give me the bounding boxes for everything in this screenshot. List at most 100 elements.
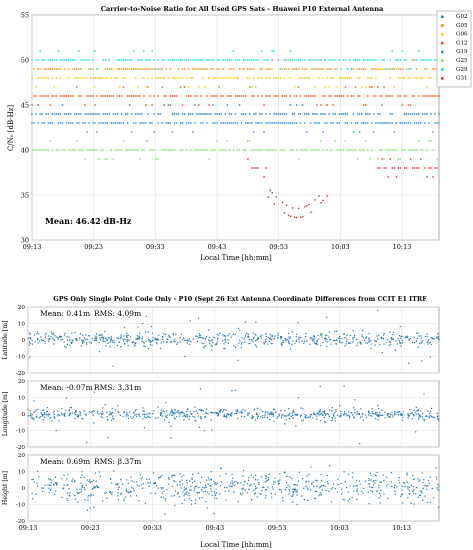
- coord-point: [205, 412, 208, 414]
- cn0-point: [122, 86, 125, 88]
- cn0-point: [59, 77, 62, 79]
- coord-point: [369, 472, 371, 474]
- coord-point: [433, 497, 435, 499]
- cn0-point: [218, 68, 220, 70]
- coord-point: [370, 343, 372, 345]
- coord-point: [219, 332, 221, 335]
- cn0-point: [167, 122, 170, 124]
- coord-point: [29, 342, 31, 345]
- coord-point: [266, 479, 269, 482]
- cn0-point: [173, 59, 176, 61]
- coord-point: [336, 330, 338, 332]
- coord-point: [188, 418, 190, 421]
- coord-point: [359, 342, 362, 344]
- coord-point: [262, 414, 264, 417]
- coord-point: [165, 410, 167, 412]
- cn0-point: [340, 95, 343, 97]
- cn0-point: [422, 113, 424, 115]
- coord-point: [407, 413, 409, 415]
- coord-point: [378, 492, 381, 495]
- cn0-point: [381, 149, 383, 151]
- cn0-point: [271, 50, 273, 52]
- cn0-point: [420, 158, 422, 160]
- coord-point: [361, 415, 363, 417]
- coord-point: [216, 483, 219, 485]
- cn0-point: [285, 68, 288, 70]
- coord-point: [438, 420, 440, 422]
- cn0-point: [216, 113, 218, 115]
- cn0-point: [369, 77, 371, 79]
- coord-point: [138, 485, 140, 487]
- cn0-point: [428, 77, 430, 79]
- coord-point: [208, 339, 210, 341]
- coord-point: [292, 340, 294, 342]
- coord-point: [267, 343, 269, 345]
- coord-point: [237, 410, 239, 412]
- cn0-point: [108, 68, 111, 70]
- coord-rms-label: RMS: 3.31m: [94, 383, 141, 392]
- cn0-point: [342, 77, 345, 79]
- coord-point: [269, 412, 271, 414]
- cn0-point: [76, 68, 78, 70]
- coord-point: [305, 414, 307, 417]
- coord-point: [375, 340, 377, 343]
- cn0-point: [145, 59, 147, 61]
- cn0-point: [196, 95, 198, 97]
- coord-point: [77, 415, 79, 418]
- cn0-point: [293, 86, 296, 88]
- coord-point: [204, 491, 207, 493]
- cn0-y-tick-label: 40: [21, 147, 29, 155]
- coord-point: [292, 410, 294, 412]
- cn0-point: [436, 167, 438, 169]
- coord-point: [310, 414, 313, 416]
- coord-point: [380, 489, 382, 491]
- cn0-point: [308, 203, 310, 206]
- coord-point: [397, 411, 400, 413]
- coord-point: [378, 334, 380, 336]
- cn0-point: [299, 113, 302, 115]
- coord-point: [260, 409, 262, 411]
- legend-marker-g12: [441, 41, 444, 45]
- cn0-point: [212, 77, 214, 79]
- coord-y-tick-label: -20: [16, 445, 25, 451]
- coord-point: [39, 340, 41, 342]
- cn0-point: [183, 86, 186, 88]
- cn0-point: [328, 113, 330, 115]
- coord-point: [75, 410, 77, 412]
- coord-point: [288, 486, 291, 488]
- coord-x-tick-label: 10:03: [330, 524, 349, 532]
- cn0-point: [167, 104, 170, 106]
- cn0-point: [348, 149, 351, 151]
- cn0-point: [320, 113, 322, 115]
- cn0-point: [432, 176, 434, 178]
- coord-point: [133, 411, 135, 414]
- coord-point: [68, 414, 70, 417]
- cn0-point: [232, 68, 235, 70]
- coord-point: [382, 337, 385, 340]
- coord-point: [314, 490, 317, 493]
- cn0-point: [360, 113, 363, 115]
- cn0-x-tick-label: 09:23: [84, 243, 103, 251]
- coord-point: [253, 483, 255, 485]
- cn0-point: [352, 59, 355, 61]
- coord-point: [334, 340, 336, 342]
- coord-point: [210, 479, 212, 481]
- coord-point: [248, 477, 250, 479]
- coord-point: [30, 338, 32, 340]
- coord-point: [242, 488, 244, 490]
- coord-point: [280, 409, 282, 412]
- coord-point: [135, 413, 137, 415]
- coord-point: [305, 335, 307, 338]
- coord-point: [236, 482, 239, 484]
- cn0-point: [198, 59, 200, 61]
- cn0-point: [377, 86, 379, 88]
- coord-point: [394, 484, 396, 486]
- coord-point: [227, 414, 230, 416]
- coord-point: [349, 334, 352, 336]
- cn0-point: [375, 59, 377, 61]
- cn0-point: [308, 59, 310, 61]
- coord-point: [152, 336, 154, 339]
- cn0-point: [306, 113, 308, 115]
- coord-point: [43, 413, 46, 415]
- coord-point: [45, 413, 47, 415]
